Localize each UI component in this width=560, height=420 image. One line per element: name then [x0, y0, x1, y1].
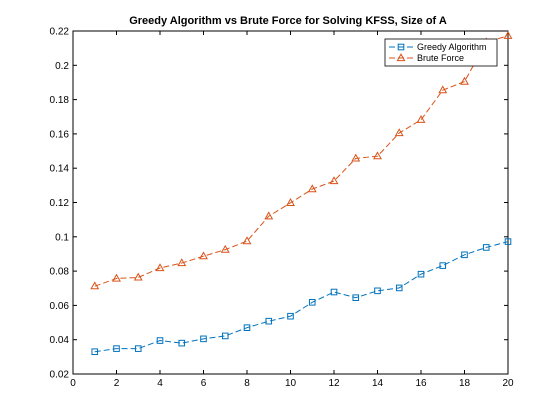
- data-point-brute-force: [307, 184, 317, 193]
- data-point-greedy-algorithm: [330, 288, 338, 296]
- data-point-brute-force: [394, 128, 404, 137]
- data-point-brute-force: [286, 198, 295, 206]
- data-point-greedy-algorithm: [113, 345, 120, 352]
- data-point-brute-force: [460, 76, 469, 85]
- x-tick-label: 0: [70, 378, 76, 389]
- legend-box: [384, 38, 498, 67]
- data-point-brute-force: [242, 236, 252, 245]
- data-point-greedy-algorithm: [287, 312, 294, 320]
- x-tick-label: 6: [201, 378, 207, 389]
- data-point-brute-force: [351, 153, 361, 162]
- x-tick-label: 20: [502, 378, 514, 389]
- y-tick-label: 0.06: [50, 301, 70, 312]
- data-point-greedy-algorithm: [395, 284, 403, 292]
- data-point-greedy-algorithm: [352, 294, 360, 301]
- y-tick-label: 0.12: [50, 198, 70, 209]
- legend-marker-brute-force: [396, 53, 406, 62]
- x-tick-label: 2: [114, 378, 120, 389]
- series-line-brute-force: [94, 35, 509, 287]
- data-point-greedy-algorithm: [504, 238, 512, 245]
- data-point-brute-force: [112, 273, 121, 282]
- data-point-greedy-algorithm: [265, 317, 273, 325]
- data-point-brute-force: [199, 251, 208, 260]
- x-tick-label: 10: [285, 378, 297, 389]
- data-point-brute-force: [155, 263, 165, 272]
- data-point-brute-force: [264, 211, 274, 220]
- data-point-brute-force: [373, 151, 382, 160]
- data-point-brute-force: [329, 176, 339, 185]
- data-point-brute-force: [438, 85, 448, 94]
- y-tick-label: 0.2: [55, 61, 69, 72]
- data-point-greedy-algorithm: [482, 244, 490, 251]
- data-point-greedy-algorithm: [200, 335, 207, 343]
- data-point-greedy-algorithm: [221, 332, 229, 340]
- data-point-brute-force: [416, 115, 426, 123]
- y-tick-label: 0.22: [50, 27, 70, 38]
- y-tick-label: 0.04: [50, 335, 70, 346]
- legend-label-brute-force: Brute Force: [417, 53, 464, 63]
- legend-label-greedy-algorithm: Greedy Algorithm: [417, 42, 487, 52]
- plot-area: 0 2 4 6 8 10 12 14 16 18 20 0.02 0.04 0.06 0.08 0.1 0.12…: [50, 27, 514, 390]
- data-point-greedy-algorithm: [417, 270, 425, 278]
- data-point-greedy-algorithm: [439, 262, 447, 269]
- data-point-greedy-algorithm: [156, 337, 164, 344]
- y-tick-label: 0.18: [50, 95, 70, 106]
- data-point-greedy-algorithm: [461, 251, 468, 259]
- data-point-greedy-algorithm: [178, 339, 186, 347]
- data-point-brute-force: [220, 244, 230, 253]
- legend-marker-greedy-algorithm: [397, 43, 405, 51]
- x-tick-label: 14: [372, 378, 384, 389]
- x-tick-label: 16: [415, 378, 427, 389]
- data-point-greedy-algorithm: [374, 287, 381, 295]
- data-point-brute-force: [177, 258, 187, 267]
- data-point-brute-force: [133, 272, 143, 281]
- x-tick-label: 4: [157, 378, 163, 389]
- chart-title: Greedy Algorithm vs Brute Force for Solv…: [129, 15, 447, 27]
- y-tick-label: 0.02: [50, 370, 70, 381]
- data-point-greedy-algorithm: [91, 348, 99, 356]
- y-tick-label: 0.1: [55, 232, 69, 243]
- data-point-brute-force: [503, 30, 513, 39]
- data-point-greedy-algorithm: [134, 345, 142, 352]
- data-point-brute-force: [90, 281, 100, 290]
- x-tick-label: 18: [459, 378, 471, 389]
- x-tick-label: 8: [244, 378, 250, 389]
- series-line-greedy-algorithm: [94, 241, 509, 353]
- y-tick-label: 0.08: [50, 267, 70, 278]
- y-tick-label: 0.14: [50, 164, 70, 175]
- data-point-greedy-algorithm: [243, 324, 251, 331]
- data-point-greedy-algorithm: [308, 299, 316, 306]
- y-tick-label: 0.16: [50, 129, 70, 140]
- x-tick-label: 12: [328, 378, 340, 389]
